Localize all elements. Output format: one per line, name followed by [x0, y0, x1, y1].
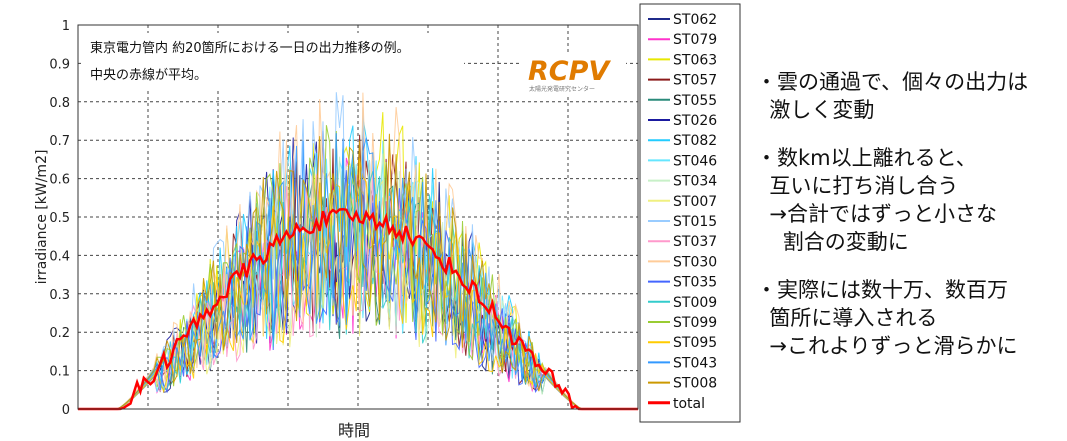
note-line: 箇所に導入される [756, 306, 938, 330]
legend-item: ST035 [648, 275, 717, 291]
legend-item: ST099 [648, 315, 717, 331]
logo-subtext: 太陽光発電研究センター [529, 85, 595, 93]
legend-item: ST030 [648, 254, 717, 270]
legend-item: ST009 [648, 295, 717, 311]
legend-label: ST037 [673, 234, 717, 250]
legend-item: ST095 [648, 335, 717, 351]
legend-item: ST082 [648, 133, 717, 149]
note-line: ・数km以上離れると、 [756, 146, 977, 170]
y-tick-label: 1 [62, 19, 70, 34]
note-block: ・数km以上離れると、 互いに打ち消し合う →合計ではずっと小さな 割合の変動に [756, 144, 1061, 256]
legend-item: ST037 [648, 234, 717, 250]
annotation-line-2: 中央の赤線が平均。 [90, 67, 207, 83]
y-axis-label: irradiance [kW/m2] [34, 150, 50, 285]
note-line: 激しく変動 [756, 98, 875, 122]
legend-label: total [673, 396, 705, 412]
series-lines [78, 92, 638, 411]
legend-item: ST079 [648, 32, 717, 48]
legend-label: ST082 [673, 133, 717, 149]
legend-label: ST008 [673, 376, 717, 392]
legend-label: ST034 [673, 174, 717, 190]
note-line: ・実際には数十万、数百万 [756, 278, 1008, 302]
legend-label: ST007 [673, 194, 717, 210]
y-tick-label: 0.1 [49, 365, 70, 380]
legend-item: ST015 [648, 214, 717, 230]
y-tick-label: 0.4 [49, 249, 70, 264]
legend-label: ST046 [673, 153, 717, 169]
legend-item: total [648, 396, 705, 412]
legend-box [639, 3, 741, 423]
y-tick-label: 0.2 [49, 326, 70, 341]
x-axis-label: 時間 [338, 421, 370, 440]
series-line-st043 [78, 133, 638, 410]
y-tick-label: 0.9 [49, 57, 70, 72]
logo-text: RCPV [528, 56, 611, 87]
y-tick-label: 0 [62, 403, 70, 418]
y-tick-labels: 0 0.1 0.2 0.3 0.4 0.5 0.6 0.7 0.8 0.9 1 [49, 19, 70, 418]
rcpv-logo: RCPV 太陽光発電研究センター [522, 52, 626, 94]
legend-item: ST055 [648, 93, 717, 109]
legend-label: ST043 [673, 355, 717, 371]
legend-item: ST046 [648, 153, 717, 169]
y-tick-label: 0.8 [49, 96, 70, 111]
series-line-st046 [78, 140, 638, 410]
legend-item: ST008 [648, 376, 717, 392]
note-line: 互いに打ち消し合う [756, 174, 959, 198]
legend-label: ST079 [673, 32, 717, 48]
note-line: 割合の変動に [756, 230, 909, 254]
y-tick-label: 0.3 [49, 288, 70, 303]
y-tick-label: 0.7 [49, 134, 70, 149]
notes-panel: ・雲の通過で、個々の出力は 激しく変動・数km以上離れると、 互いに打ち消し合う… [756, 68, 1061, 380]
note-line: →合計ではずっと小さな [756, 202, 997, 226]
legend-label: ST015 [673, 214, 717, 230]
legend-label: ST099 [673, 315, 717, 331]
legend-label: ST030 [673, 254, 717, 270]
legend-item: ST034 [648, 174, 717, 190]
series-line-st095 [78, 158, 638, 410]
legend-label: ST026 [673, 113, 717, 129]
legend-item: ST007 [648, 194, 717, 210]
note-block: ・実際には数十万、数百万 箇所に導入される →これよりずっと滑らかに [756, 276, 1061, 360]
annotation-line-1: 東京電力管内 約20箇所における一日の出力推移の例。 [90, 40, 410, 56]
y-tick-label: 0.5 [49, 211, 70, 226]
legend-label: ST055 [673, 93, 717, 109]
legend-label: ST057 [673, 73, 717, 89]
note-line: ・雲の通過で、個々の出力は [756, 70, 1029, 94]
legend-label: ST095 [673, 335, 717, 351]
legend-label: ST063 [673, 52, 717, 68]
annotation-box [84, 33, 464, 89]
legend-label: ST062 [673, 12, 717, 28]
note-block: ・雲の通過で、個々の出力は 激しく変動 [756, 68, 1061, 124]
legend-label: ST009 [673, 295, 717, 311]
series-line-total [78, 207, 638, 411]
legend-item: ST057 [648, 73, 717, 89]
legend-item: ST026 [648, 113, 717, 129]
y-tick-label: 0.6 [49, 173, 70, 188]
legend-item: ST063 [648, 52, 717, 68]
legend: ST062 ST079 ST063 ST057 ST055 ST026 ST082 ST046… [639, 3, 741, 423]
plot-area [77, 24, 639, 410]
legend-item: ST043 [648, 355, 717, 371]
note-line: →これよりずっと滑らかに [756, 334, 1018, 358]
legend-item: ST062 [648, 12, 717, 28]
series-line-st015 [78, 92, 638, 410]
series-line-st008 [78, 133, 638, 410]
legend-label: ST035 [673, 275, 717, 291]
